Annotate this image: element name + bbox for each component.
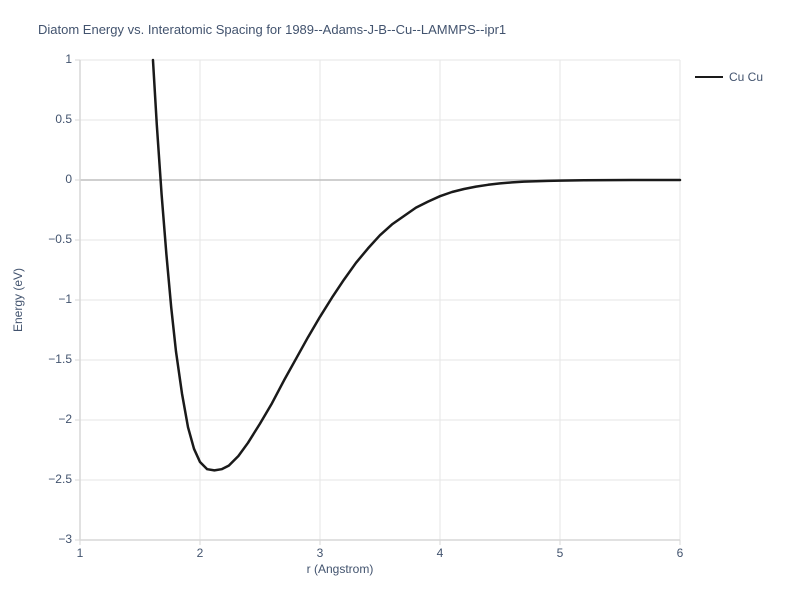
svg-text:1: 1 (65, 52, 72, 66)
legend-swatch (695, 76, 723, 78)
svg-text:−0.5: −0.5 (48, 232, 72, 246)
y-axis-label: Energy (eV) (11, 268, 25, 332)
svg-text:4: 4 (437, 546, 444, 560)
svg-text:−1.5: −1.5 (48, 352, 72, 366)
svg-text:−2: −2 (58, 412, 72, 426)
svg-text:1: 1 (77, 546, 84, 560)
svg-text:2: 2 (197, 546, 204, 560)
legend-label: Cu Cu (729, 70, 763, 84)
svg-text:−3: −3 (58, 532, 72, 546)
plot-area: 123456−3−2.5−2−1.5−1−0.500.51 (80, 60, 680, 540)
svg-text:6: 6 (677, 546, 684, 560)
chart-title: Diatom Energy vs. Interatomic Spacing fo… (38, 22, 506, 37)
svg-text:0: 0 (65, 172, 72, 186)
svg-text:3: 3 (317, 546, 324, 560)
x-axis-label: r (Angstrom) (0, 562, 680, 576)
svg-text:0.5: 0.5 (55, 112, 72, 126)
plot-svg: 123456−3−2.5−2−1.5−1−0.500.51 (80, 60, 680, 540)
svg-text:−1: −1 (58, 292, 72, 306)
svg-text:5: 5 (557, 546, 564, 560)
svg-text:−2.5: −2.5 (48, 472, 72, 486)
legend: Cu Cu (695, 70, 763, 84)
